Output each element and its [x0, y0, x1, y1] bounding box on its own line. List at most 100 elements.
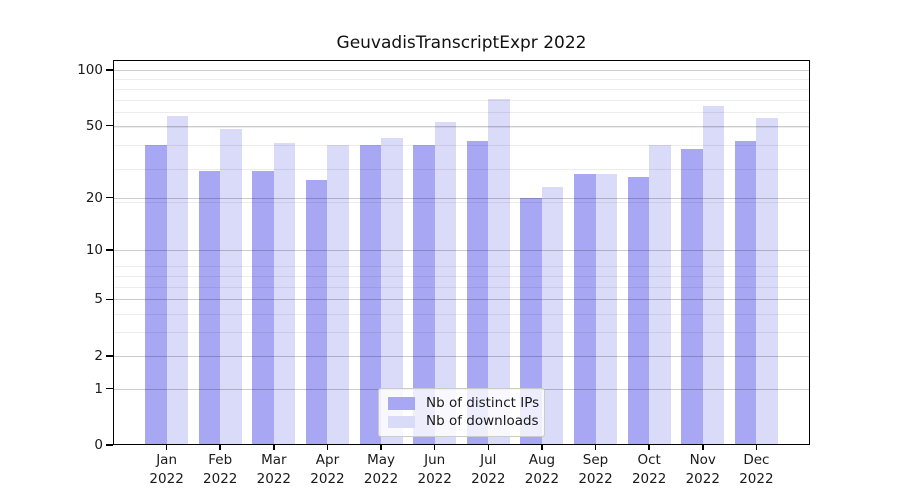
chart-title: GeuvadisTranscriptExpr 2022 [336, 33, 587, 53]
x-tick-year: 2022 [631, 471, 667, 487]
bar-ips-mar [252, 171, 274, 445]
bar-downloads-nov [702, 105, 725, 445]
bar-downloads-feb [220, 128, 242, 445]
x-tick-month: Oct [637, 452, 661, 468]
y-tick-label: 20 [85, 189, 103, 206]
x-tick-label: Mar 2022 [242, 451, 306, 489]
x-tick-mark [380, 445, 382, 450]
x-tick-label: Aug 2022 [510, 451, 574, 489]
bar-downloads-sep [595, 174, 618, 445]
bar-ips-jun [413, 145, 435, 445]
bar-downloads-mar [273, 143, 296, 445]
gridline-minor [113, 88, 810, 90]
y-tick-label: 5 [94, 291, 103, 308]
y-tick-mark [106, 124, 113, 127]
x-tick-label: Sep 2022 [564, 451, 628, 489]
x-tick-month: May [367, 452, 396, 468]
x-tick-mark [219, 445, 222, 450]
x-tick-month: Mar [261, 452, 287, 468]
x-tick-month: Aug [528, 452, 556, 468]
x-tick-year: 2022 [417, 471, 452, 487]
x-tick-mark [433, 445, 436, 450]
x-tick-year: 2022 [256, 471, 292, 487]
y-tick-label: 0 [94, 437, 103, 453]
bar-downloads-oct [649, 145, 671, 445]
y-tick-label: 1 [94, 380, 103, 397]
x-tick-label: Dec 2022 [724, 451, 788, 489]
gridline-major [113, 69, 810, 71]
bar-downloads-jun [434, 122, 457, 445]
x-tick-year: 2022 [739, 471, 774, 487]
x-tick-month: Nov [689, 452, 716, 468]
bar-downloads-jan [166, 116, 189, 445]
y-tick-label: 50 [85, 117, 103, 134]
x-tick-label: Feb 2022 [188, 451, 252, 489]
gridline-major [113, 299, 810, 301]
gridline-minor [113, 168, 810, 170]
gridline-minor [113, 127, 810, 129]
gridline-minor [113, 276, 810, 278]
bar-ips-nov [681, 149, 703, 445]
y-tick-mark [106, 196, 113, 199]
bar-ips-jan [145, 145, 167, 445]
x-tick-label: Jan 2022 [135, 451, 199, 489]
bar-ips-aug [520, 197, 542, 445]
y-tick-mark [106, 354, 113, 357]
x-tick-month: Jan [156, 452, 178, 468]
legend-label-downloads: Nb of downloads [426, 413, 539, 430]
bar-ips-feb [198, 171, 221, 445]
gridline-minor [113, 112, 810, 114]
x-tick-label: Jul 2022 [456, 451, 520, 489]
legend-row-downloads: Nb of downloads [388, 413, 539, 430]
x-tick-mark [755, 445, 758, 450]
gridline-minor [113, 266, 810, 268]
gridline-minor [113, 145, 810, 147]
bar-ips-oct [627, 177, 650, 445]
x-tick-mark [326, 445, 329, 450]
x-tick-mark [701, 445, 704, 450]
gridline-minor [113, 201, 810, 203]
x-tick-year: 2022 [524, 471, 560, 487]
x-tick-year: 2022 [685, 471, 720, 487]
x-tick-mark [165, 445, 168, 450]
x-tick-mark [594, 445, 597, 450]
x-tick-month: Jul [480, 452, 497, 468]
x-tick-label: Jun 2022 [403, 451, 467, 489]
x-tick-label: Apr 2022 [295, 451, 359, 489]
gridline-major [113, 197, 810, 199]
bar-downloads-jul [488, 98, 510, 445]
x-tick-mark [487, 445, 490, 450]
bar-ips-sep [574, 174, 596, 445]
bar-downloads-apr [327, 145, 349, 445]
gridline-major [113, 250, 810, 252]
bar-downloads-may [381, 137, 403, 445]
legend-row-ips: Nb of distinct IPs [388, 395, 539, 412]
x-tick-month: Dec [743, 452, 770, 468]
gridline-minor [113, 314, 810, 316]
y-tick-mark [106, 444, 113, 446]
x-tick-year: 2022 [203, 471, 238, 487]
x-tick-year: 2022 [363, 471, 399, 487]
y-tick-label: 100 [77, 61, 103, 78]
x-tick-label: Oct 2022 [617, 451, 681, 489]
x-tick-mark [541, 445, 543, 450]
bar-ips-apr [305, 180, 328, 445]
y-tick-mark [106, 69, 113, 71]
plot-area [113, 60, 810, 445]
x-tick-year: 2022 [149, 471, 184, 487]
y-tick-mark [106, 249, 113, 251]
gridline-major [113, 125, 810, 127]
x-tick-year: 2022 [471, 471, 506, 487]
x-tick-month: Jun [424, 452, 446, 468]
legend-label-ips: Nb of distinct IPs [426, 394, 540, 411]
y-tick-mark [106, 387, 113, 390]
x-tick-label: May 2022 [349, 451, 413, 489]
y-tick-label: 2 [94, 347, 103, 364]
x-tick-year: 2022 [578, 471, 613, 487]
y-tick-label: 10 [85, 242, 103, 259]
bar-ips-jul [466, 141, 489, 445]
bar-downloads-aug [541, 186, 564, 445]
x-tick-mark [648, 445, 650, 450]
legend-swatch-downloads-icon [388, 415, 415, 428]
